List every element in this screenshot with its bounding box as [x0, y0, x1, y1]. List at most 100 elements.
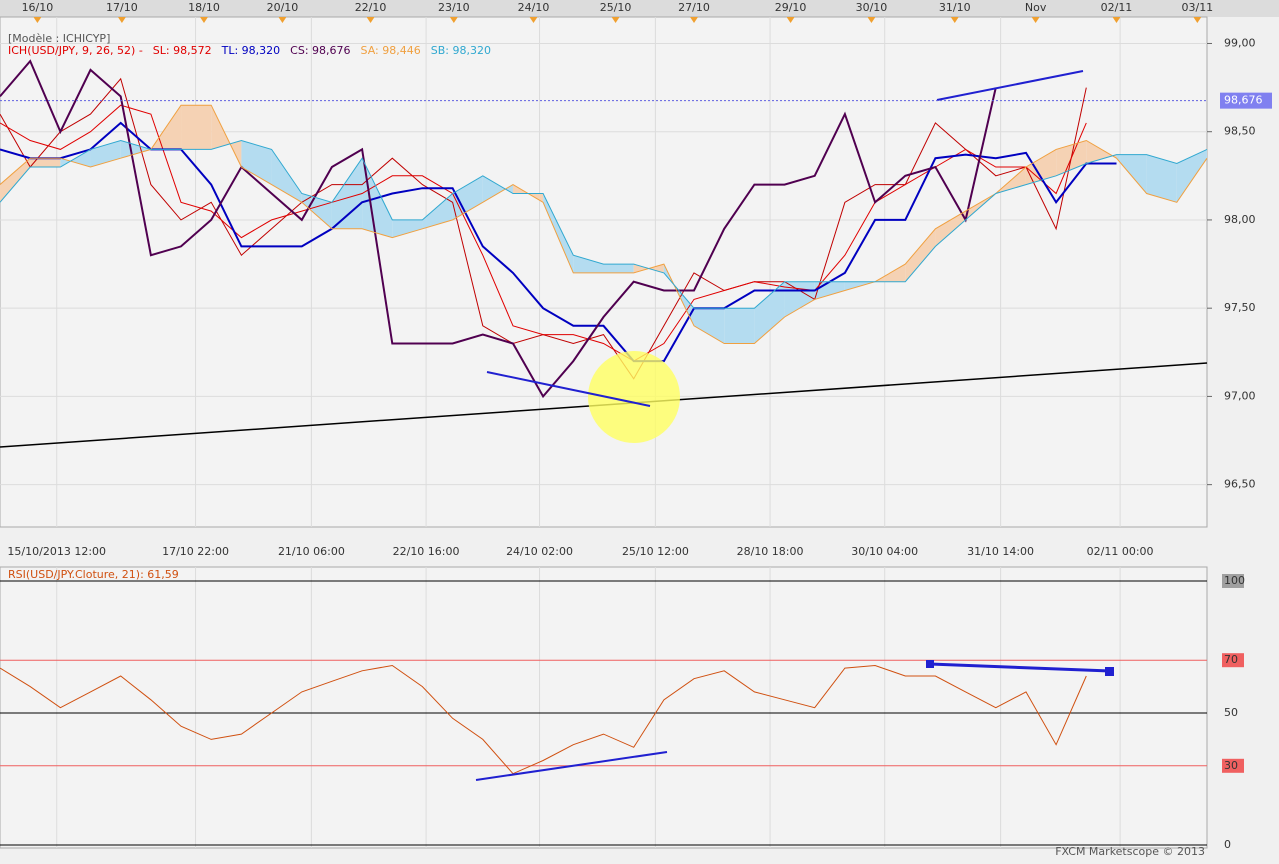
x-tick-label: 29/10 [775, 1, 807, 14]
highlight-circle [588, 351, 680, 443]
cloud-segment [905, 228, 936, 282]
legend-entry: SA: 98,446 [361, 44, 421, 57]
cloud-segment [392, 219, 423, 238]
y-tick-label: 98,50 [1224, 125, 1256, 138]
tick-box [1222, 653, 1244, 668]
cloud-segment [331, 158, 363, 229]
x-tick-label: 24/10 [518, 1, 550, 14]
x-tick-label: 20/10 [267, 1, 299, 14]
cloud-segment [30, 158, 61, 167]
x-tick-label: 22/10 [355, 1, 387, 14]
cloud-segment [573, 255, 604, 273]
x-tick-label: Nov [1025, 1, 1047, 14]
rsi-divergence-line [929, 662, 1111, 673]
y-tick-label: 99,00 [1224, 36, 1256, 49]
cloud-segment [603, 264, 634, 273]
x-tick-label: 30/10 [856, 1, 888, 14]
tick-mark [366, 17, 375, 23]
x-tick-label: 02/11 00:00 [1087, 545, 1154, 558]
cloud-segment [724, 308, 755, 344]
rsi-panel [0, 566, 1208, 849]
cloud-segment [694, 308, 725, 344]
tick-mark [278, 17, 287, 23]
cloud-segment [1025, 149, 1057, 185]
tick-mark [117, 17, 126, 23]
legend-entry: TL: 98,320 [221, 44, 281, 57]
y-tick-label: 100 [1224, 574, 1245, 587]
cloud-segment [301, 193, 332, 229]
cloud-segment [543, 193, 574, 273]
y-tick-label: 96,50 [1224, 478, 1256, 491]
series-line [0, 104, 1087, 362]
cloud-segment [754, 281, 785, 344]
tick-mark [199, 17, 208, 23]
cloud-segment [633, 264, 664, 273]
cloud-segment [482, 175, 513, 203]
legend-entry: CS: 98,676 [290, 44, 350, 57]
divergence-line [486, 371, 651, 407]
tick-mark [867, 17, 876, 23]
tick-mark [33, 17, 42, 23]
tick-box [1222, 758, 1244, 773]
last-price-label: 98,676 [1224, 94, 1263, 107]
series-line [0, 104, 1208, 344]
series-line [0, 139, 1208, 309]
x-tick-label: 30/10 04:00 [851, 545, 918, 558]
tick-mark [690, 17, 699, 23]
x-tick-label: 16/10 [22, 1, 54, 14]
y-tick-label: 70 [1224, 653, 1238, 666]
cloud-segment [241, 140, 272, 185]
y-tick-label: 50 [1224, 706, 1238, 719]
tick-mark [1112, 17, 1121, 23]
tick-mark [449, 17, 458, 23]
cloud-segment [935, 211, 966, 247]
y-tick-label: 98,00 [1224, 213, 1256, 226]
x-tick-label: 02/11 [1101, 1, 1133, 14]
last-price-box [1220, 92, 1272, 109]
tick-box [1222, 574, 1244, 588]
cloud-segment [1116, 154, 1147, 194]
legend-title: ICH(USD/JPY, 9, 26, 52) - [8, 44, 143, 57]
x-tick-label: 15/10/2013 12:00 [7, 545, 106, 558]
x-tick-label: 25/10 12:00 [622, 545, 689, 558]
x-tick-label: 31/10 14:00 [967, 545, 1034, 558]
rsi-divergence-line [475, 751, 668, 781]
cloud-segment [0, 158, 31, 203]
y-tick-label: 30 [1224, 759, 1238, 772]
cloud-segment [120, 140, 151, 159]
line-handle [1105, 667, 1114, 676]
tick-mark [786, 17, 795, 23]
x-tick-label: 22/10 16:00 [393, 545, 460, 558]
series-line [0, 664, 1087, 775]
x-tick-label: 23/10 [438, 1, 470, 14]
cloud-segment [181, 105, 212, 150]
template-label: [Modèle : ICHICYP] [8, 32, 110, 45]
legend-entry: SL: 98,572 [153, 44, 212, 57]
divergence-line [936, 70, 1084, 101]
x-tick-label: 17/10 22:00 [162, 545, 229, 558]
cloud-segment [1086, 140, 1117, 164]
x-tick-label: 27/10 [678, 1, 710, 14]
top-axis [0, 0, 1279, 17]
x-tick-label: 28/10 18:00 [737, 545, 804, 558]
x-tick-label: 18/10 [188, 1, 220, 14]
tick-mark [611, 17, 620, 23]
x-tick-label: 21/10 06:00 [278, 545, 345, 558]
cloud-segment [422, 193, 453, 229]
tick-mark [1193, 17, 1202, 23]
x-tick-label: 24/10 02:00 [506, 545, 573, 558]
cloud-segment [1146, 154, 1177, 203]
x-tick-label: 03/11 [1181, 1, 1213, 14]
line-handle [926, 660, 934, 668]
rsi-title: RSI(USD/JPY.Cloture, 21): 61,59 [8, 568, 179, 581]
y-tick-label: 97,00 [1224, 389, 1256, 402]
cloud-segment [1176, 149, 1207, 203]
series-line [0, 59, 997, 399]
tick-mark [529, 17, 538, 23]
x-tick-label: 31/10 [939, 1, 971, 14]
tick-mark [1031, 17, 1040, 23]
footer: FXCM Marketscope © 2013 [1055, 845, 1205, 858]
y-tick-label: 97,50 [1224, 301, 1256, 314]
tick-mark [950, 17, 959, 23]
